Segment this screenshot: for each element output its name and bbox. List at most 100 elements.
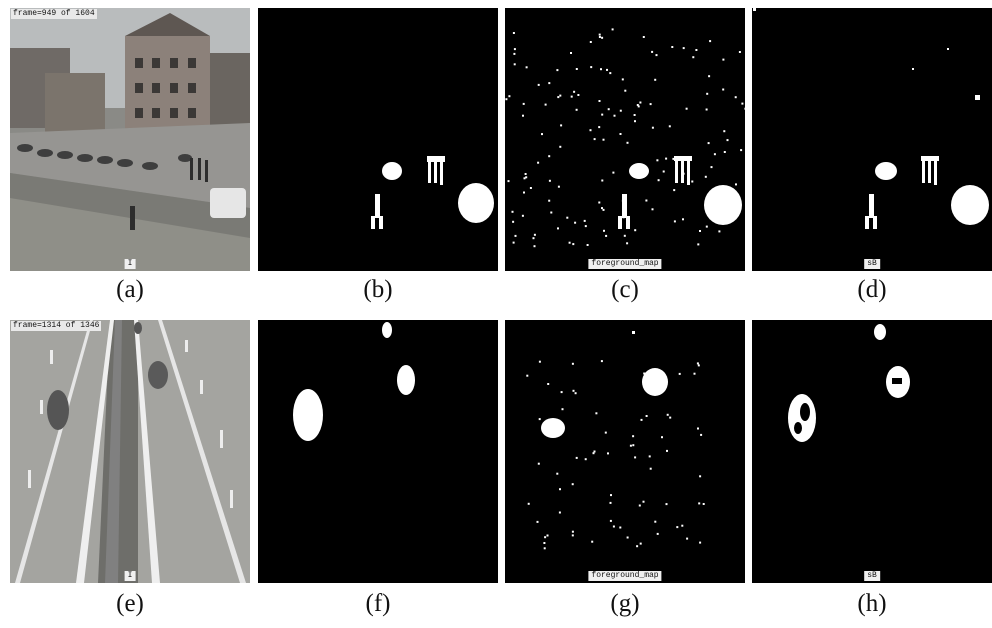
noise-speckle	[571, 530, 574, 533]
caption-g: (g)	[610, 590, 640, 617]
noise-speckle	[707, 142, 710, 145]
mask-h	[788, 324, 910, 442]
noise-speckle	[673, 220, 676, 223]
noise-speckle	[577, 94, 580, 96]
noise-speckle	[572, 243, 575, 246]
noise-speckle	[695, 49, 698, 51]
noise-speckle	[568, 241, 571, 244]
noise-speckle	[609, 72, 612, 75]
noise-speckle	[558, 511, 561, 514]
noise-speckle	[605, 234, 608, 237]
panel-b-ground-truth-mask	[258, 8, 498, 271]
caption-h: (h)	[857, 590, 887, 617]
noise-speckle	[655, 54, 658, 57]
noise-speckle	[604, 431, 607, 434]
noise-speckle	[713, 153, 716, 156]
noise-speckle	[544, 536, 547, 539]
noise-speckle	[633, 114, 636, 116]
noise-speckle	[682, 218, 684, 221]
noise-speckle	[601, 179, 604, 182]
noise-speckle	[676, 526, 679, 529]
noise-speckle	[702, 503, 705, 505]
noise-speckle	[697, 243, 700, 246]
noise-speckle	[543, 547, 546, 550]
caption-d: (d)	[857, 276, 887, 303]
noise-speckle	[705, 108, 708, 111]
image-tag-d: sB	[864, 259, 880, 269]
noise-speckle	[651, 208, 654, 211]
noise-speckle	[556, 472, 559, 475]
noise-speckle	[700, 433, 703, 436]
noise-speckle	[575, 108, 578, 111]
noise-speckle	[723, 151, 726, 153]
panel-e-highway-photo: frame=1314 of 1346 I	[10, 320, 250, 583]
noise-speckle	[513, 52, 516, 55]
noise-speckle	[642, 36, 645, 38]
noise-speckle	[639, 542, 642, 545]
frame-counter-label-bottom: frame=1314 of 1346	[11, 321, 102, 331]
noise-speckle	[536, 520, 539, 523]
noise-speckle	[669, 416, 672, 419]
noise-speckle	[571, 362, 574, 365]
noise-speckle	[570, 52, 572, 54]
noise-speckle	[574, 221, 577, 224]
noise-speckle	[626, 141, 629, 144]
noise-speckle	[611, 28, 614, 31]
noise-speckle	[593, 138, 596, 141]
noise-speckle	[634, 120, 636, 123]
noise-speckle	[514, 234, 517, 237]
noise-speckle	[606, 68, 608, 71]
noise-speckle	[598, 126, 601, 129]
noise-speckle	[574, 392, 577, 395]
noise-speckle	[693, 372, 696, 375]
noise-speckle	[675, 160, 678, 163]
noise-speckle	[735, 183, 737, 186]
noise-speckle	[621, 199, 624, 202]
noise-speckle	[537, 161, 540, 164]
noise-speckle	[722, 88, 725, 91]
noise-speckle	[673, 189, 676, 192]
noise-speckle	[557, 96, 560, 99]
image-tag-c: foreground_map	[588, 259, 662, 269]
noise-speckle	[602, 138, 605, 141]
noise-speckle	[697, 364, 700, 367]
noise-speckle	[513, 48, 516, 51]
noise-speckle	[645, 415, 648, 417]
noise-speckle	[665, 503, 668, 506]
noise-speckle	[522, 102, 525, 105]
noise-speckle	[586, 244, 589, 246]
noise-speckle	[541, 133, 543, 136]
noise-speckle	[718, 230, 721, 233]
noise-speckle	[623, 234, 626, 237]
noise-speckle	[511, 210, 514, 213]
foreground-noise-g	[526, 331, 705, 550]
noise-speckle	[559, 94, 562, 97]
noise-speckle	[662, 170, 665, 173]
noise-speckle	[692, 56, 695, 59]
caption-f: (f)	[365, 590, 391, 617]
noise-speckle	[609, 519, 612, 522]
noise-speckle	[612, 525, 615, 528]
noise-speckle	[636, 104, 639, 106]
noise-speckle	[681, 524, 684, 527]
campus-scene-illustration	[10, 8, 250, 271]
noise-speckle	[524, 173, 527, 175]
noise-speckle	[537, 83, 540, 86]
mask-b	[371, 156, 494, 229]
noise-speckle	[648, 455, 651, 458]
noise-speckle	[560, 124, 563, 127]
noise-speckle	[656, 159, 659, 162]
noise-speckle	[543, 542, 546, 544]
noise-speckle	[708, 75, 711, 78]
noise-speckle	[573, 90, 576, 93]
noise-speckle	[548, 199, 551, 202]
noise-speckle	[726, 139, 729, 142]
noise-speckle	[600, 68, 602, 71]
noise-speckle	[533, 233, 536, 236]
noise-speckle	[698, 502, 701, 505]
noise-speckle	[575, 456, 578, 459]
noise-speckle	[632, 435, 635, 438]
noise-speckle	[710, 166, 713, 169]
noise-speckle	[634, 456, 637, 459]
noise-speckle	[704, 175, 707, 178]
